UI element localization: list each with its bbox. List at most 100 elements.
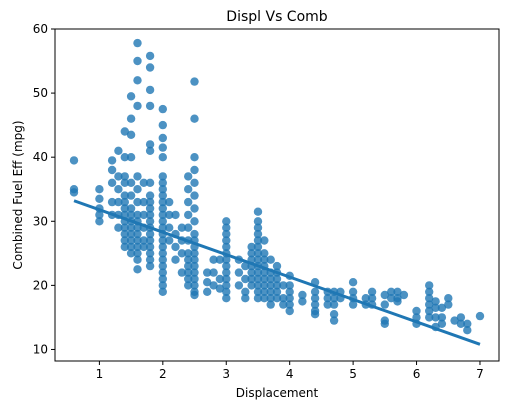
data-point: [310, 287, 320, 296]
data-point: [215, 255, 225, 264]
data-point: [253, 249, 263, 258]
data-point: [431, 313, 440, 322]
data-point: [158, 172, 167, 181]
data-point: [126, 153, 136, 162]
data-point: [190, 153, 199, 162]
data-point: [253, 207, 263, 216]
data-point: [158, 178, 167, 187]
data-point: [463, 319, 472, 328]
data-point: [126, 242, 136, 252]
data-point: [145, 242, 155, 252]
data-point: [444, 300, 453, 309]
data-point: [171, 242, 180, 252]
data-point: [184, 185, 193, 194]
data-point: [272, 261, 282, 271]
data-point: [425, 306, 434, 316]
chart-title: Displ Vs Comb: [226, 9, 327, 25]
x-axis: 1 2 3 4 5 6 7: [96, 361, 484, 381]
data-point: [463, 326, 472, 335]
y-tick-label: 60: [33, 22, 48, 36]
data-point: [285, 281, 294, 290]
data-point: [145, 146, 155, 155]
data-point: [133, 255, 142, 264]
data-point: [120, 191, 129, 200]
data-point: [190, 281, 199, 290]
data-point: [158, 204, 167, 213]
data-point: [145, 261, 155, 271]
data-point: [260, 249, 269, 258]
data-point: [139, 210, 148, 220]
data-point: [266, 294, 275, 303]
data-point: [145, 140, 155, 149]
data-point: [253, 242, 263, 252]
data-point: [126, 249, 136, 258]
data-point: [165, 197, 174, 207]
data-point: [190, 268, 199, 277]
data-point: [310, 294, 320, 303]
data-point: [329, 316, 339, 325]
data-point: [348, 278, 358, 287]
data-point: [412, 313, 421, 322]
data-point: [310, 310, 320, 319]
data-point: [431, 303, 440, 312]
data-point: [158, 223, 167, 232]
data-point: [241, 274, 250, 284]
data-point: [177, 223, 187, 232]
data-point: [209, 281, 218, 290]
data-point: [145, 255, 155, 264]
data-point: [95, 210, 104, 220]
data-point: [126, 236, 136, 245]
data-point: [412, 306, 421, 316]
data-point: [158, 133, 167, 143]
data-point: [126, 114, 136, 123]
data-point: [145, 101, 155, 111]
data-point: [139, 236, 148, 245]
data-point: [95, 217, 104, 226]
data-point: [145, 191, 155, 200]
data-point: [133, 223, 142, 232]
data-point: [425, 281, 434, 290]
data-point: [266, 300, 275, 309]
data-point: [120, 242, 129, 252]
data-point: [133, 265, 142, 274]
data-point: [285, 306, 294, 316]
data-point: [120, 197, 129, 207]
data-point: [387, 294, 396, 303]
data-point: [158, 287, 167, 296]
data-point: [298, 290, 307, 300]
x-tick-label: 5: [349, 367, 357, 381]
data-point: [145, 85, 155, 95]
data-point: [387, 287, 396, 296]
data-point: [247, 242, 256, 252]
y-tick-label: 40: [33, 150, 48, 164]
data-point: [285, 300, 294, 309]
data-point: [456, 319, 466, 328]
x-tick-label: 7: [476, 367, 484, 381]
data-point: [285, 287, 294, 296]
data-point: [158, 249, 167, 258]
data-point: [253, 223, 263, 232]
data-point: [222, 217, 231, 226]
data-point: [133, 101, 142, 111]
data-point: [184, 268, 193, 277]
data-point: [114, 146, 123, 155]
data-point: [260, 236, 269, 245]
data-point: [279, 281, 288, 290]
data-point: [190, 114, 199, 123]
data-point: [222, 223, 231, 232]
data-point: [145, 210, 155, 220]
data-point: [241, 287, 250, 296]
data-point: [329, 310, 339, 319]
data-point: [437, 313, 447, 322]
data-point: [266, 255, 275, 264]
data-point: [114, 185, 123, 194]
data-point: [184, 274, 193, 284]
data-point: [190, 77, 199, 86]
data-point: [253, 281, 263, 290]
data-point: [234, 268, 244, 277]
data-point: [215, 284, 225, 293]
data-point: [190, 204, 199, 213]
data-point: [165, 236, 174, 245]
data-point: [203, 287, 212, 296]
data-point: [272, 294, 282, 303]
